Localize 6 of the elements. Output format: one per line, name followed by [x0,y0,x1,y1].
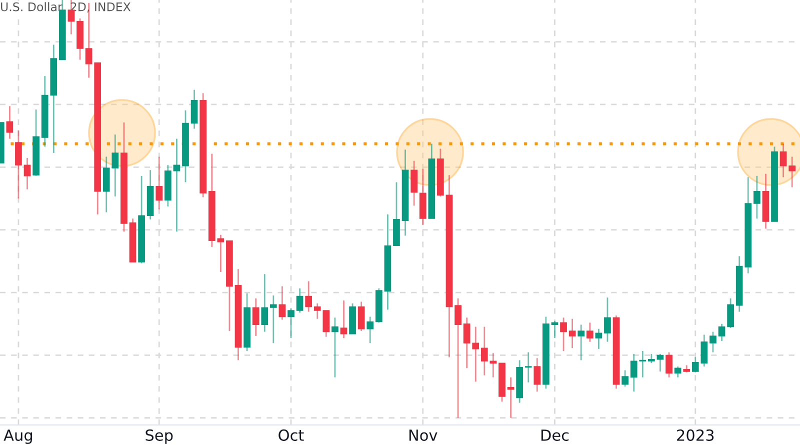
x-tick-label: Nov [409,430,438,441]
x-tick-label: Dec [541,430,569,441]
x-tick-label: Sep [146,429,173,444]
x-tick-label: 2023 [677,429,714,441]
x-tick-label: Aug [4,430,32,444]
x-tick-label: Oct [278,429,304,441]
